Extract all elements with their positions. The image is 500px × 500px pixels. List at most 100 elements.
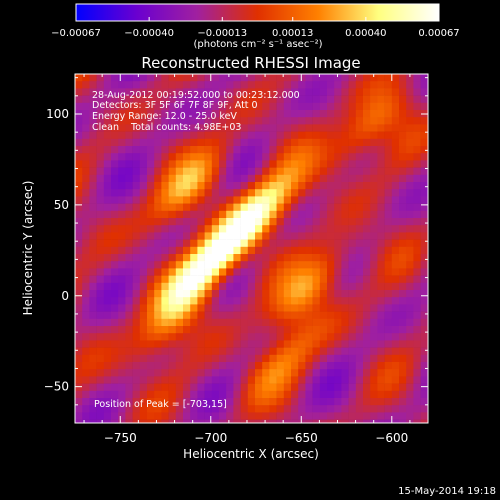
heatmap-cell bbox=[269, 239, 277, 248]
heatmap-cell bbox=[168, 160, 177, 168]
heatmap-cell bbox=[399, 376, 407, 384]
heatmap-cell bbox=[82, 146, 90, 154]
heatmap-cell bbox=[269, 297, 277, 305]
heatmap-cell bbox=[219, 203, 227, 212]
heatmap-cell bbox=[420, 88, 428, 96]
heatmap-cell bbox=[233, 297, 241, 305]
heatmap-cell bbox=[370, 117, 378, 125]
heatmap-cell bbox=[147, 333, 155, 341]
heatmap-cell bbox=[211, 210, 220, 219]
heatmap-cell bbox=[420, 390, 428, 399]
heatmap-cell bbox=[190, 390, 198, 399]
heatmap-cell bbox=[103, 354, 112, 363]
heatmap-cell bbox=[370, 110, 378, 118]
heatmap-cell bbox=[132, 102, 141, 111]
heatmap-cell bbox=[427, 146, 428, 154]
heatmap-cell bbox=[154, 110, 162, 118]
heatmap-cell bbox=[291, 81, 299, 89]
heatmap-cell bbox=[399, 174, 407, 183]
heatmap-cell bbox=[283, 326, 292, 334]
heatmap-cell bbox=[327, 354, 335, 363]
annotation-time-range: 28-Aug-2012 00:19:52.000 to 00:23:12.000 bbox=[92, 90, 300, 101]
heatmap-cell bbox=[233, 81, 241, 89]
heatmap-cell bbox=[269, 182, 277, 190]
heatmap-cell bbox=[391, 369, 400, 377]
heatmap-cell bbox=[139, 383, 148, 392]
heatmap-cell bbox=[420, 311, 428, 320]
heatmap-cell bbox=[384, 383, 393, 392]
heatmap-cell bbox=[406, 383, 414, 392]
heatmap-cell bbox=[147, 369, 155, 377]
heatmap-cell bbox=[305, 239, 313, 248]
heatmap-cell bbox=[183, 81, 191, 89]
heatmap-cell bbox=[147, 311, 155, 320]
heatmap-cell bbox=[147, 131, 155, 140]
heatmap-cell bbox=[233, 160, 241, 168]
heatmap-cell bbox=[89, 254, 97, 262]
heatmap-cell bbox=[219, 376, 227, 384]
heatmap-cell bbox=[147, 124, 155, 132]
heatmap-cell bbox=[305, 318, 313, 327]
heatmap-cell bbox=[283, 340, 292, 348]
heatmap-cell bbox=[211, 189, 220, 197]
heatmap-cell bbox=[384, 102, 393, 111]
heatmap-cell bbox=[125, 117, 133, 125]
heatmap-cell bbox=[262, 362, 270, 370]
heatmap-cell bbox=[413, 246, 421, 255]
heatmap-cell bbox=[211, 318, 220, 327]
heatmap-cell bbox=[197, 290, 205, 298]
heatmap-cell bbox=[190, 254, 198, 262]
heatmap-cell bbox=[204, 146, 213, 154]
heatmap-cell bbox=[118, 160, 126, 168]
heatmap-cell bbox=[132, 160, 141, 168]
heatmap-cell bbox=[262, 275, 270, 284]
heatmap-cell bbox=[103, 311, 112, 320]
heatmap-cell bbox=[305, 383, 313, 392]
heatmap-cell bbox=[247, 376, 256, 384]
heatmap-cell bbox=[341, 268, 349, 276]
heatmap-cell bbox=[348, 182, 357, 190]
chart-title: Reconstructed RHESSI Image bbox=[141, 54, 360, 72]
heatmap-cell bbox=[89, 340, 97, 348]
annotation-block: 28-Aug-2012 00:19:52.000 to 00:23:12.000… bbox=[92, 90, 300, 410]
heatmap-cell bbox=[348, 95, 357, 104]
heatmap-cell bbox=[341, 239, 349, 248]
heatmap-cell bbox=[96, 196, 105, 204]
heatmap-cell bbox=[327, 160, 335, 168]
heatmap-cell bbox=[111, 210, 119, 219]
heatmap-cell bbox=[420, 210, 428, 219]
heatmap-cell bbox=[96, 117, 105, 125]
heatmap-cell bbox=[75, 275, 83, 284]
heatmap-cell bbox=[384, 347, 393, 356]
heatmap-cell bbox=[118, 311, 126, 320]
heatmap-cell bbox=[175, 390, 184, 399]
heatmap-cell bbox=[298, 261, 306, 269]
heatmap-cell bbox=[334, 110, 342, 118]
heatmap-cell bbox=[327, 102, 335, 111]
heatmap-cell bbox=[89, 182, 97, 190]
heatmap-cell bbox=[154, 160, 162, 168]
heatmap-cell bbox=[161, 218, 169, 226]
heatmap-cell bbox=[219, 390, 227, 399]
heatmap-cell bbox=[269, 347, 277, 356]
heatmap-cell bbox=[334, 182, 342, 190]
heatmap-cell bbox=[355, 218, 364, 226]
heatmap-cell bbox=[175, 419, 184, 423]
heatmap-cell bbox=[334, 333, 342, 341]
heatmap-cell bbox=[226, 304, 234, 312]
heatmap-cell bbox=[399, 304, 407, 312]
heatmap-cell bbox=[161, 362, 169, 370]
heatmap-cell bbox=[226, 138, 234, 147]
heatmap-cell bbox=[111, 390, 119, 399]
heatmap-cell bbox=[168, 153, 177, 161]
heatmap-cell bbox=[168, 354, 177, 363]
heatmap-cell bbox=[161, 376, 169, 384]
heatmap-cell bbox=[399, 74, 407, 82]
heatmap-cell bbox=[319, 239, 328, 248]
heatmap-cell bbox=[391, 290, 400, 298]
heatmap-cell bbox=[319, 153, 328, 161]
heatmap-cell bbox=[377, 254, 385, 262]
heatmap-cell bbox=[89, 390, 97, 399]
heatmap-cell bbox=[154, 153, 162, 161]
heatmap-cell bbox=[406, 110, 414, 118]
